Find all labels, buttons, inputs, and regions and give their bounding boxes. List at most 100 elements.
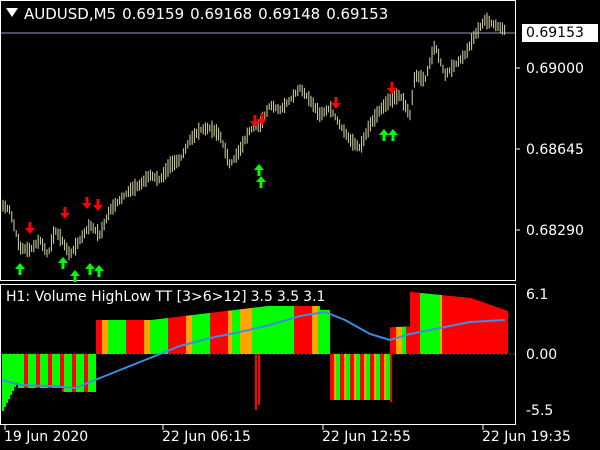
histogram-bar xyxy=(266,306,268,354)
histogram-bar xyxy=(344,354,346,400)
histogram-bar xyxy=(118,320,120,354)
histogram-spike xyxy=(255,354,257,410)
time-axis-label: 22 Jun 12:55 xyxy=(322,429,411,445)
histogram-bar xyxy=(126,320,128,354)
histogram-bar xyxy=(384,354,386,400)
histogram-bar xyxy=(174,317,176,354)
histogram-bar xyxy=(220,311,222,354)
histogram-bar xyxy=(34,354,36,388)
histogram-bar xyxy=(324,310,326,354)
histogram-bar xyxy=(176,316,178,354)
histogram-bar xyxy=(480,301,482,354)
buy-arrow-icon xyxy=(15,263,25,275)
histogram-bar xyxy=(100,320,102,354)
buy-arrow-icon xyxy=(85,263,95,275)
histogram-bar xyxy=(410,292,412,354)
histogram-bar xyxy=(16,354,18,383)
histogram-bar xyxy=(488,304,490,354)
histogram-bar xyxy=(288,306,290,354)
histogram-bar xyxy=(38,354,40,388)
histogram-bar xyxy=(190,315,192,354)
histogram-bar xyxy=(312,306,314,354)
histogram-bar xyxy=(464,297,466,354)
histogram-bar xyxy=(448,295,450,354)
histogram-bar xyxy=(354,354,356,400)
indicator-axis-label: 0.00 xyxy=(526,347,558,363)
volume-histogram xyxy=(2,292,508,411)
histogram-bar xyxy=(274,306,276,354)
histogram-bar xyxy=(408,326,410,354)
signal-arrows xyxy=(15,82,398,282)
histogram-bar xyxy=(102,320,104,354)
histogram-bar xyxy=(212,312,214,354)
buy-arrow-icon xyxy=(254,164,264,176)
histogram-bar xyxy=(258,307,260,354)
histogram-bar xyxy=(300,306,302,354)
histogram-bar xyxy=(162,318,164,354)
histogram-bar xyxy=(188,315,190,354)
histogram-bar xyxy=(382,354,384,400)
histogram-bar xyxy=(222,311,224,354)
histogram-bar xyxy=(120,320,122,354)
histogram-bar xyxy=(142,320,144,354)
histogram-bar xyxy=(74,354,76,392)
histogram-bar xyxy=(430,294,432,354)
histogram-bar xyxy=(122,320,124,354)
histogram-bar xyxy=(368,354,370,400)
histogram-bar xyxy=(272,306,274,354)
histogram-bar xyxy=(182,316,184,354)
histogram-bar xyxy=(96,320,98,354)
histogram-bar xyxy=(228,310,230,354)
signal-line xyxy=(1,310,506,390)
histogram-bar xyxy=(500,308,502,354)
histogram-bar xyxy=(328,310,330,354)
histogram-bar xyxy=(6,354,8,403)
histogram-bar xyxy=(270,306,272,354)
histogram-bar xyxy=(204,313,206,354)
histogram-bar xyxy=(216,312,218,354)
histogram-bar xyxy=(282,306,284,354)
histogram-bar xyxy=(36,354,38,388)
sell-arrow-icon xyxy=(387,82,397,94)
histogram-bar xyxy=(424,293,426,354)
histogram-bar xyxy=(214,312,216,354)
histogram-bar xyxy=(146,320,148,354)
histogram-bar xyxy=(148,320,150,354)
indicator-value: 3.5 xyxy=(276,289,300,305)
histogram-bar xyxy=(150,320,152,354)
histogram-bar xyxy=(70,354,72,392)
histogram-bar xyxy=(346,354,348,400)
histogram-bar xyxy=(186,315,188,354)
histogram-bar xyxy=(30,354,32,388)
histogram-bar xyxy=(88,354,90,392)
histogram-bar xyxy=(478,300,480,354)
histogram-bar xyxy=(46,354,48,388)
indicator-value: 3.1 xyxy=(303,289,326,305)
chart-header: AUDUSD,M5 0.69159 0.69168 0.69148 0.69153 xyxy=(6,5,388,23)
candlestick-series xyxy=(2,12,506,261)
histogram-spike xyxy=(390,354,392,402)
histogram-bar xyxy=(506,310,508,354)
histogram-bar xyxy=(178,316,180,354)
histogram-bar xyxy=(50,354,52,388)
histogram-bar xyxy=(194,314,196,354)
histogram-bar xyxy=(372,354,374,400)
histogram-bar xyxy=(296,306,298,354)
indicator-axis-label: -5.5 xyxy=(526,403,554,419)
dropdown-arrow-icon[interactable] xyxy=(6,8,18,17)
histogram-bar xyxy=(442,295,444,354)
symbol-timeframe: AUDUSD,M5 xyxy=(24,5,117,23)
histogram-bar xyxy=(364,354,366,400)
histogram-bar xyxy=(306,306,308,354)
histogram-bar xyxy=(218,311,220,354)
histogram-bar xyxy=(72,354,74,392)
histogram-bar xyxy=(302,306,304,354)
histogram-bar xyxy=(20,354,22,388)
histogram-bar xyxy=(12,354,14,391)
histogram-bar xyxy=(458,296,460,354)
histogram-bar xyxy=(202,313,204,354)
histogram-bar xyxy=(168,317,170,354)
histogram-bar xyxy=(140,320,142,354)
histogram-bar xyxy=(226,310,228,354)
